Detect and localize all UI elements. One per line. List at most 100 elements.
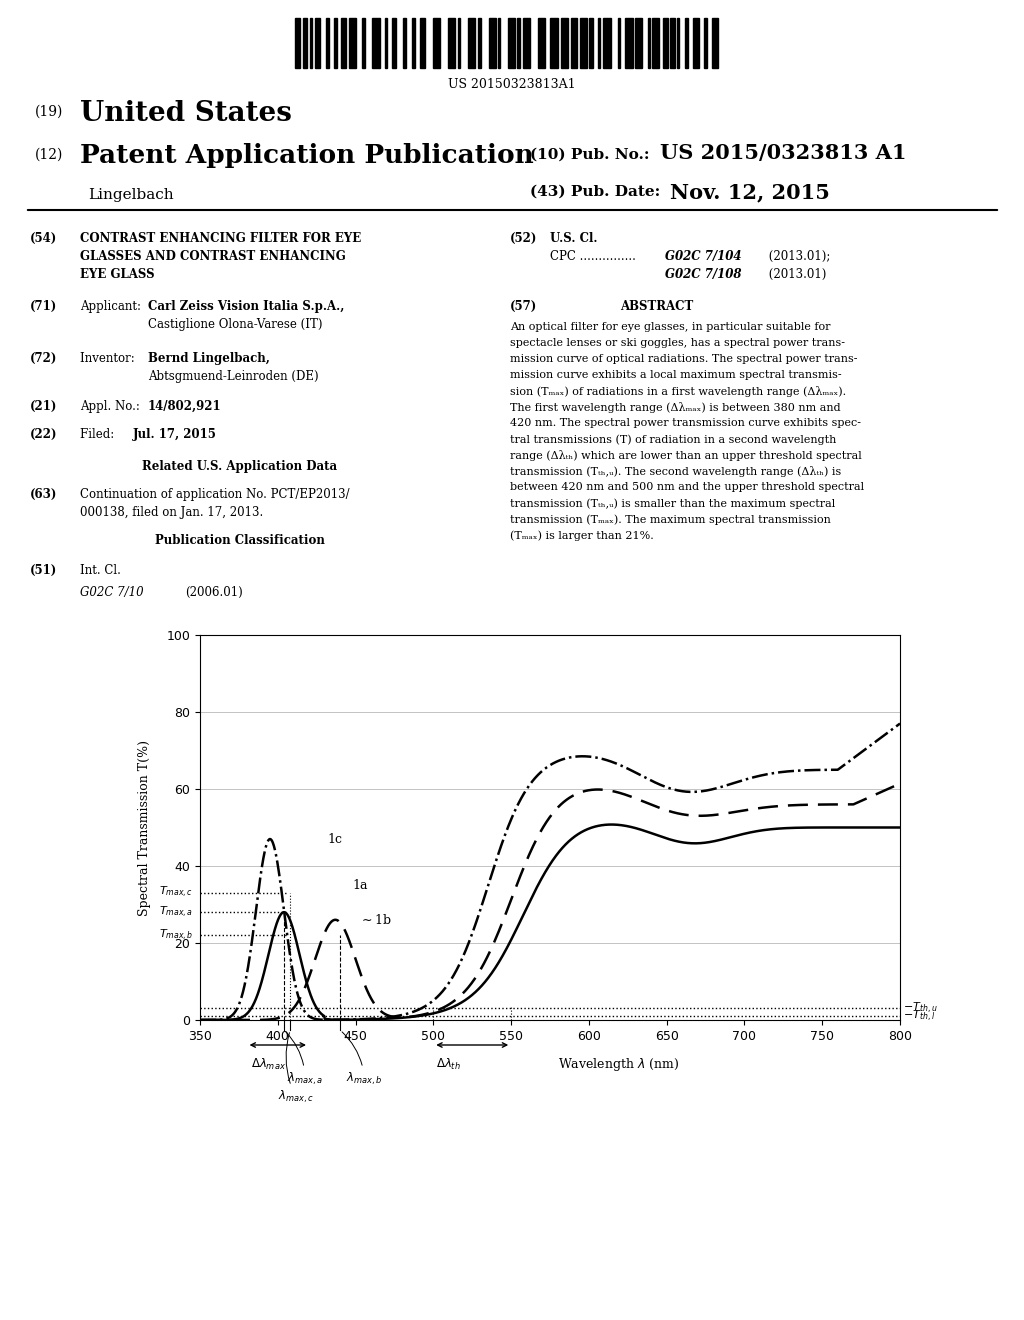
Text: Applicant:: Applicant:: [80, 300, 144, 313]
Bar: [478, 18, 481, 69]
Text: Wavelength $\lambda$ (nm): Wavelength $\lambda$ (nm): [558, 1056, 679, 1073]
Bar: [447, 18, 455, 69]
Bar: [635, 18, 642, 69]
Text: (43) Pub. Date:: (43) Pub. Date:: [530, 185, 660, 199]
Bar: [420, 18, 425, 69]
Bar: [590, 18, 593, 69]
Text: $T_{max,b}$: $T_{max,b}$: [159, 928, 193, 942]
Bar: [677, 18, 680, 69]
Bar: [685, 18, 688, 69]
Text: (Tₘₐₓ) is larger than 21%.: (Tₘₐₓ) is larger than 21%.: [510, 531, 653, 541]
Bar: [488, 18, 497, 69]
Bar: [349, 18, 356, 69]
Text: United States: United States: [80, 100, 292, 127]
Bar: [618, 18, 621, 69]
Text: ABSTRACT: ABSTRACT: [620, 300, 693, 313]
Text: Carl Zeiss Vision Italia S.p.A.,: Carl Zeiss Vision Italia S.p.A.,: [148, 300, 344, 313]
Text: Filed:: Filed:: [80, 428, 137, 441]
Text: US 20150323813A1: US 20150323813A1: [449, 78, 575, 91]
Text: transmission (Tₜₕ,ᵤ) is smaller than the maximum spectral: transmission (Tₜₕ,ᵤ) is smaller than the…: [510, 498, 836, 508]
Text: EYE GLASS: EYE GLASS: [80, 268, 155, 281]
Bar: [303, 18, 306, 69]
Text: $T_{max,a}$: $T_{max,a}$: [159, 904, 193, 920]
Bar: [648, 18, 650, 69]
Text: Publication Classification: Publication Classification: [155, 535, 325, 546]
Bar: [571, 18, 577, 69]
Bar: [603, 18, 610, 69]
Text: (63): (63): [30, 488, 57, 502]
Text: Abtsgmuend-Leinroden (DE): Abtsgmuend-Leinroden (DE): [148, 370, 318, 383]
Bar: [517, 18, 519, 69]
Bar: [580, 18, 588, 69]
Text: (71): (71): [30, 300, 57, 313]
Text: Lingelbach: Lingelbach: [88, 187, 174, 202]
Text: (51): (51): [30, 564, 57, 577]
Text: G02C 7/10: G02C 7/10: [80, 586, 143, 599]
Text: (54): (54): [30, 232, 57, 246]
Text: between 420 nm and 500 nm and the upper threshold spectral: between 420 nm and 500 nm and the upper …: [510, 482, 864, 492]
Text: 420 nm. The spectral power transmission curve exhibits spec-: 420 nm. The spectral power transmission …: [510, 418, 861, 428]
Bar: [458, 18, 460, 69]
Bar: [693, 18, 698, 69]
Text: 1a: 1a: [352, 879, 368, 892]
Bar: [315, 18, 321, 69]
Bar: [561, 18, 568, 69]
Text: Bernd Lingelbach,: Bernd Lingelbach,: [148, 352, 270, 366]
Bar: [334, 18, 337, 69]
Y-axis label: Spectral Transmission T(%): Spectral Transmission T(%): [138, 739, 151, 916]
Text: Int. Cl.: Int. Cl.: [80, 564, 121, 577]
Bar: [652, 18, 659, 69]
Bar: [522, 18, 530, 69]
Text: Nov. 12, 2015: Nov. 12, 2015: [670, 182, 829, 202]
Text: mission curve exhibits a local maximum spectral transmis-: mission curve exhibits a local maximum s…: [510, 370, 842, 380]
Text: (22): (22): [30, 428, 57, 441]
Bar: [361, 18, 365, 69]
Bar: [499, 18, 501, 69]
Text: (10) Pub. No.:: (10) Pub. No.:: [530, 148, 649, 162]
Bar: [508, 18, 515, 69]
Text: Appl. No.:: Appl. No.:: [80, 400, 143, 413]
Text: The first wavelength range (Δλₘₐₓ) is between 380 nm and: The first wavelength range (Δλₘₐₓ) is be…: [510, 403, 841, 413]
Bar: [326, 18, 329, 69]
Bar: [663, 18, 668, 69]
Bar: [403, 18, 407, 69]
Text: 1c: 1c: [328, 833, 343, 846]
Bar: [703, 18, 707, 69]
Text: (2013.01): (2013.01): [765, 268, 826, 281]
Bar: [713, 18, 718, 69]
Text: (12): (12): [35, 148, 63, 162]
Text: (72): (72): [30, 352, 57, 366]
Text: Continuation of application No. PCT/EP2013/: Continuation of application No. PCT/EP20…: [80, 488, 349, 502]
Bar: [433, 18, 440, 69]
Text: $T_{max,c}$: $T_{max,c}$: [159, 886, 193, 900]
Text: Jul. 17, 2015: Jul. 17, 2015: [133, 428, 217, 441]
Bar: [468, 18, 475, 69]
Text: (2013.01);: (2013.01);: [765, 249, 830, 263]
Bar: [598, 18, 600, 69]
Text: Inventor:: Inventor:: [80, 352, 138, 366]
Bar: [373, 18, 380, 69]
Text: G02C 7/104: G02C 7/104: [665, 249, 741, 263]
Text: mission curve of optical radiations. The spectral power trans-: mission curve of optical radiations. The…: [510, 354, 857, 364]
Text: (19): (19): [35, 106, 63, 119]
Text: U.S. Cl.: U.S. Cl.: [550, 232, 597, 246]
Text: CPC ...............: CPC ...............: [550, 249, 640, 263]
Bar: [538, 18, 545, 69]
Bar: [670, 18, 675, 69]
Text: (2006.01): (2006.01): [185, 586, 243, 599]
Text: $\Delta\lambda_{max}$: $\Delta\lambda_{max}$: [251, 1057, 287, 1072]
Text: G02C 7/108: G02C 7/108: [665, 268, 741, 281]
Text: $\Delta\lambda_{th}$: $\Delta\lambda_{th}$: [436, 1057, 462, 1072]
Text: transmission (Tₘₐₓ). The maximum spectral transmission: transmission (Tₘₐₓ). The maximum spectra…: [510, 513, 830, 524]
Text: Patent Application Publication: Patent Application Publication: [80, 143, 534, 168]
Text: $\sim$1b: $\sim$1b: [358, 912, 391, 927]
Text: $\lambda_{max,c}$: $\lambda_{max,c}$: [278, 1032, 313, 1105]
Bar: [310, 18, 312, 69]
Bar: [385, 18, 387, 69]
Text: $\lambda_{max,b}$: $\lambda_{max,b}$: [342, 1032, 383, 1088]
Bar: [392, 18, 395, 69]
Text: Related U.S. Application Data: Related U.S. Application Data: [142, 459, 338, 473]
Bar: [550, 18, 558, 69]
Text: An optical filter for eye glasses, in particular suitable for: An optical filter for eye glasses, in pa…: [510, 322, 830, 333]
Bar: [341, 18, 346, 69]
